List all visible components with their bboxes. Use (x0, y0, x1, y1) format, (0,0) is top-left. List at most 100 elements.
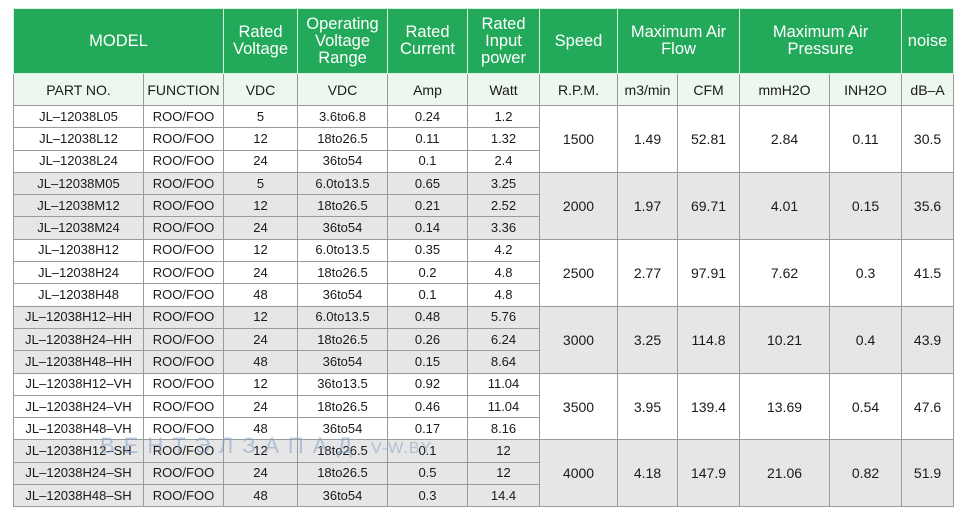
cell-air-flow-cfm: 114.8 (676, 305, 741, 374)
cell-operating-vdc: 3.6to6.8 (297, 104, 388, 129)
cell-function: ROO/FOO (143, 261, 224, 285)
table-row: JL–12038H48–HH ROO/FOO 48 36to54 0.15 8.64 (13, 350, 954, 374)
cell-pressure-mmh2o: 10.21 (739, 305, 831, 374)
cell-input-power: 11.04 (467, 372, 540, 396)
cell-rated-vdc: 24 (223, 216, 298, 240)
cell-rated-vdc: 48 (223, 283, 298, 307)
cell-operating-vdc: 18to26.5 (297, 439, 388, 463)
cell-input-power: 14.4 (467, 484, 540, 508)
cell-operating-vdc: 6.0to13.5 (297, 238, 388, 263)
cell-operating-vdc: 36to54 (297, 484, 388, 508)
cell-current: 0.3 (387, 484, 468, 508)
cell-input-power: 2.52 (467, 194, 540, 218)
cell-current: 0.48 (387, 305, 468, 329)
cell-part-no: JL–12038H48–SH (13, 484, 144, 508)
cell-rated-vdc: 5 (223, 171, 298, 196)
cell-operating-vdc: 18to26.5 (297, 261, 388, 285)
cell-speed: 2000 (539, 171, 618, 240)
cell-function: ROO/FOO (143, 305, 224, 329)
unit-part-no: PART NO. (13, 73, 144, 106)
cell-current: 0.1 (387, 149, 468, 173)
unit-operating-vdc: VDC (297, 73, 388, 106)
cell-rated-vdc: 48 (223, 350, 298, 374)
unit-mmh2o: mmH2O (739, 73, 831, 106)
cell-noise: 51.9 (901, 439, 955, 508)
cell-part-no: JL–12038H48–HH (13, 350, 144, 374)
cell-pressure-inh2o: 0.15 (829, 171, 903, 240)
table-row: JL–12038H24–HH ROO/FOO 24 18to26.5 0.26 6.24 (13, 327, 954, 352)
cell-input-power: 8.64 (467, 350, 540, 374)
cell-input-power: 3.36 (467, 216, 540, 240)
cell-current: 0.15 (387, 350, 468, 374)
cell-noise: 43.9 (901, 305, 955, 374)
cell-part-no: JL–12038H48 (13, 283, 144, 307)
cell-part-no: JL–12038M05 (13, 171, 144, 196)
cell-pressure-inh2o: 0.54 (829, 372, 903, 441)
cell-pressure-inh2o: 0.82 (829, 439, 903, 508)
cell-input-power: 4.2 (467, 238, 540, 263)
cell-current: 0.35 (387, 238, 468, 263)
cell-part-no: JL–12038L05 (13, 104, 144, 129)
cell-noise: 47.6 (901, 372, 955, 441)
cell-part-no: JL–12038H24–VH (13, 394, 144, 419)
cell-current: 0.1 (387, 283, 468, 307)
cell-pressure-inh2o: 0.3 (829, 238, 903, 307)
cell-current: 0.21 (387, 194, 468, 218)
cell-pressure-inh2o: 0.11 (829, 105, 903, 173)
cell-part-no: JL–12038M24 (13, 216, 144, 240)
header-row-units: PART NO. FUNCTION VDC VDC Amp Watt R.P.M… (13, 73, 955, 106)
cell-function: ROO/FOO (143, 104, 224, 129)
cell-input-power: 1.2 (467, 104, 540, 129)
cell-function: ROO/FOO (143, 350, 224, 374)
cell-air-flow-cfm: 97.91 (676, 238, 741, 307)
cell-speed: 3500 (539, 372, 618, 441)
cell-air-flow-cfm: 52.81 (676, 105, 741, 173)
cell-pressure-mmh2o: 13.69 (739, 372, 831, 441)
max-air-flow-header: Maximum Air Flow (616, 8, 741, 74)
cell-current: 0.26 (387, 327, 468, 352)
unit-m3min: m3/min (617, 73, 678, 106)
cell-function: ROO/FOO (143, 171, 224, 196)
table-row: JL–12038H24–SH ROO/FOO 24 18to26.5 0.5 12 (13, 461, 954, 486)
cell-part-no: JL–12038H12–VH (13, 372, 144, 396)
cell-current: 0.46 (387, 394, 468, 419)
cell-rated-vdc: 12 (223, 194, 298, 218)
cell-function: ROO/FOO (143, 127, 224, 151)
cell-input-power: 3.25 (467, 171, 540, 196)
cell-part-no: JL–12038M12 (13, 194, 144, 218)
cell-input-power: 6.24 (467, 327, 540, 352)
cell-rated-vdc: 24 (223, 261, 298, 285)
speed-header: Speed (539, 8, 618, 74)
cell-air-flow-cfm: 69.71 (676, 171, 741, 240)
cell-air-flow-m3min: 3.25 (617, 305, 678, 374)
cell-speed: 1500 (539, 105, 618, 173)
cell-function: ROO/FOO (143, 149, 224, 173)
cell-rated-vdc: 5 (223, 104, 298, 129)
cell-operating-vdc: 36to54 (297, 283, 388, 307)
cell-rated-vdc: 12 (223, 372, 298, 396)
cell-input-power: 12 (467, 461, 540, 486)
model-header: MODEL (13, 8, 224, 74)
cell-function: ROO/FOO (143, 238, 224, 263)
cell-current: 0.1 (387, 439, 468, 463)
cell-air-flow-m3min: 1.49 (617, 105, 678, 173)
unit-dba: dB–A (901, 73, 955, 106)
cell-operating-vdc: 36to54 (297, 149, 388, 173)
cell-input-power: 4.8 (467, 261, 540, 285)
cell-speed: 4000 (539, 439, 618, 508)
cell-speed: 2500 (539, 238, 618, 307)
spec-body: JL–12038L05 ROO/FOO 5 3.6to6.8 0.24 1.2 1500 1.… (13, 104, 955, 508)
unit-cfm: CFM (676, 73, 741, 106)
table-row: JL–12038H48–SH ROO/FOO 48 36to54 0.3 14.4 (13, 484, 954, 508)
cell-function: ROO/FOO (143, 283, 224, 307)
unit-rated-vdc: VDC (223, 73, 298, 106)
cell-part-no: JL–12038H12–HH (13, 305, 144, 329)
cell-speed: 3000 (539, 305, 618, 374)
unit-function: FUNCTION (143, 73, 224, 106)
max-air-pressure-header: Maximum Air Pressure (739, 8, 903, 74)
unit-watt: Watt (467, 73, 540, 106)
cell-rated-vdc: 24 (223, 461, 298, 486)
cell-rated-vdc: 12 (223, 238, 298, 263)
cell-input-power: 8.16 (467, 417, 540, 441)
cell-pressure-inh2o: 0.4 (829, 305, 903, 374)
